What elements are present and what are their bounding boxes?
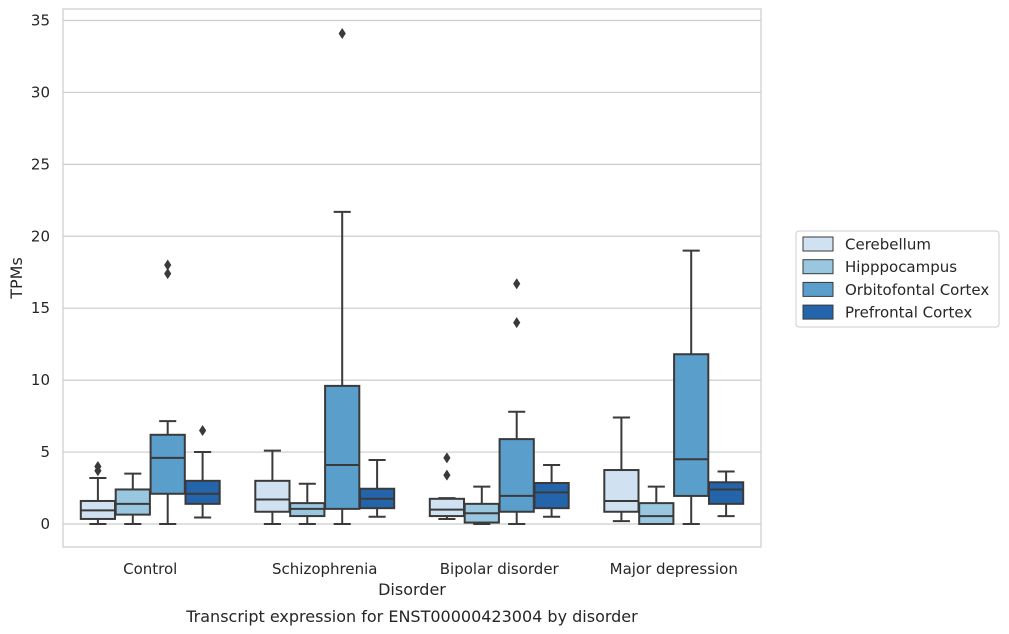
legend-swatch bbox=[802, 236, 834, 252]
legend-label: Cerebellum bbox=[845, 236, 931, 254]
legend-label: Orbitofontal Cortex bbox=[845, 281, 989, 299]
outlier-point bbox=[164, 268, 172, 280]
y-tick-label: 30 bbox=[31, 83, 50, 101]
box bbox=[533, 464, 570, 518]
outlier-point bbox=[443, 469, 451, 481]
x-tick-label: Schizophrenia bbox=[272, 560, 377, 578]
box-iqr bbox=[184, 479, 221, 505]
box bbox=[149, 259, 186, 525]
outlier-point bbox=[199, 424, 207, 436]
y-tick-labels: 0 5 10 15 20 25 30 35 bbox=[31, 12, 50, 533]
x-tick-labels: Control Schizophrenia Bipolar disorder Majo… bbox=[123, 560, 738, 578]
y-tick-label: 5 bbox=[40, 443, 50, 461]
box-iqr bbox=[603, 469, 640, 513]
y-axis-label: TPMs bbox=[7, 257, 26, 300]
outlier-point bbox=[513, 317, 521, 329]
legend-swatch bbox=[802, 304, 834, 320]
chart-caption: Transcript expression for ENST0000042300… bbox=[185, 607, 638, 626]
y-tick-label: 35 bbox=[31, 12, 50, 30]
legend: Cerebellum Hipppocampus Orbitofontal Corte… bbox=[795, 230, 1000, 328]
box bbox=[638, 485, 675, 525]
box-iqr bbox=[428, 497, 466, 518]
y-tick-label: 15 bbox=[31, 299, 50, 317]
box bbox=[324, 27, 361, 525]
legend-frame bbox=[795, 230, 1000, 328]
box bbox=[254, 449, 291, 525]
box-iqr bbox=[638, 502, 675, 525]
box-series bbox=[79, 27, 745, 525]
box-iqr bbox=[254, 479, 291, 513]
box bbox=[289, 482, 326, 525]
x-tick-label: Control bbox=[123, 560, 177, 578]
box bbox=[603, 416, 640, 523]
box-iqr bbox=[114, 488, 151, 516]
y-tick-label: 10 bbox=[31, 371, 50, 389]
outlier-point bbox=[94, 460, 102, 472]
legend-swatch bbox=[802, 281, 834, 297]
outlier-point bbox=[513, 278, 521, 290]
box-iqr bbox=[533, 481, 570, 510]
box-iqr bbox=[149, 433, 186, 495]
box-iqr bbox=[498, 438, 535, 513]
box bbox=[707, 470, 745, 518]
x-tick-label: Bipolar disorder bbox=[440, 560, 560, 578]
outlier-point bbox=[443, 452, 451, 464]
box-iqr bbox=[707, 481, 745, 505]
box bbox=[184, 424, 221, 519]
plot-frame bbox=[62, 8, 762, 548]
box-iqr bbox=[673, 353, 710, 497]
y-tick-label: 20 bbox=[31, 227, 50, 245]
box bbox=[79, 460, 117, 525]
box bbox=[463, 485, 500, 525]
legend-swatch bbox=[802, 259, 834, 275]
legend-label: Hipppocampus bbox=[845, 258, 957, 276]
box bbox=[673, 249, 710, 525]
legend-label: Prefrontal Cortex bbox=[845, 304, 972, 322]
y-tick-label: 25 bbox=[31, 155, 50, 173]
outlier-point bbox=[338, 27, 346, 39]
box bbox=[114, 472, 151, 525]
x-tick-label: Major depression bbox=[610, 560, 738, 578]
box-iqr bbox=[324, 384, 361, 510]
x-axis-label: Disorder bbox=[378, 580, 446, 599]
box bbox=[358, 458, 396, 518]
y-tick-label: 0 bbox=[40, 515, 50, 533]
box bbox=[498, 278, 535, 525]
outlier-point bbox=[164, 259, 172, 271]
